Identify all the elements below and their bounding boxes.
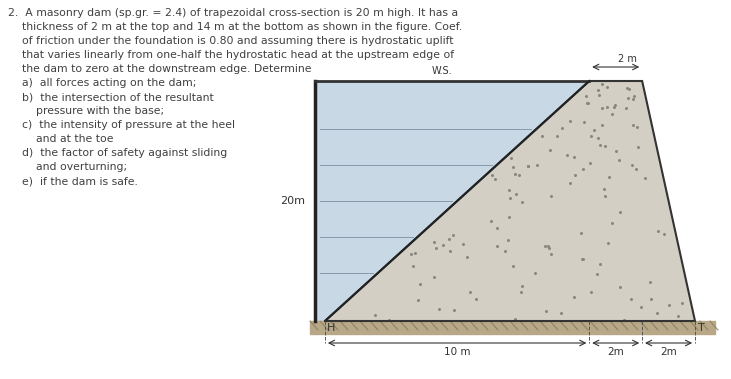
Text: T: T [698,323,705,333]
Text: 10 m: 10 m [444,347,470,357]
Text: 2m: 2m [660,347,677,357]
Text: 2.  A masonry dam (sp.gr. = 2.4) of trapezoidal cross-section is 20 m high. It h: 2. A masonry dam (sp.gr. = 2.4) of trape… [8,8,462,186]
Polygon shape [325,81,695,321]
Polygon shape [315,81,589,321]
Text: 2 m: 2 m [618,54,637,64]
Text: 20m: 20m [280,196,305,206]
Text: W.S.: W.S. [432,66,452,76]
Text: H: H [327,323,336,333]
Text: 2m: 2m [607,347,624,357]
